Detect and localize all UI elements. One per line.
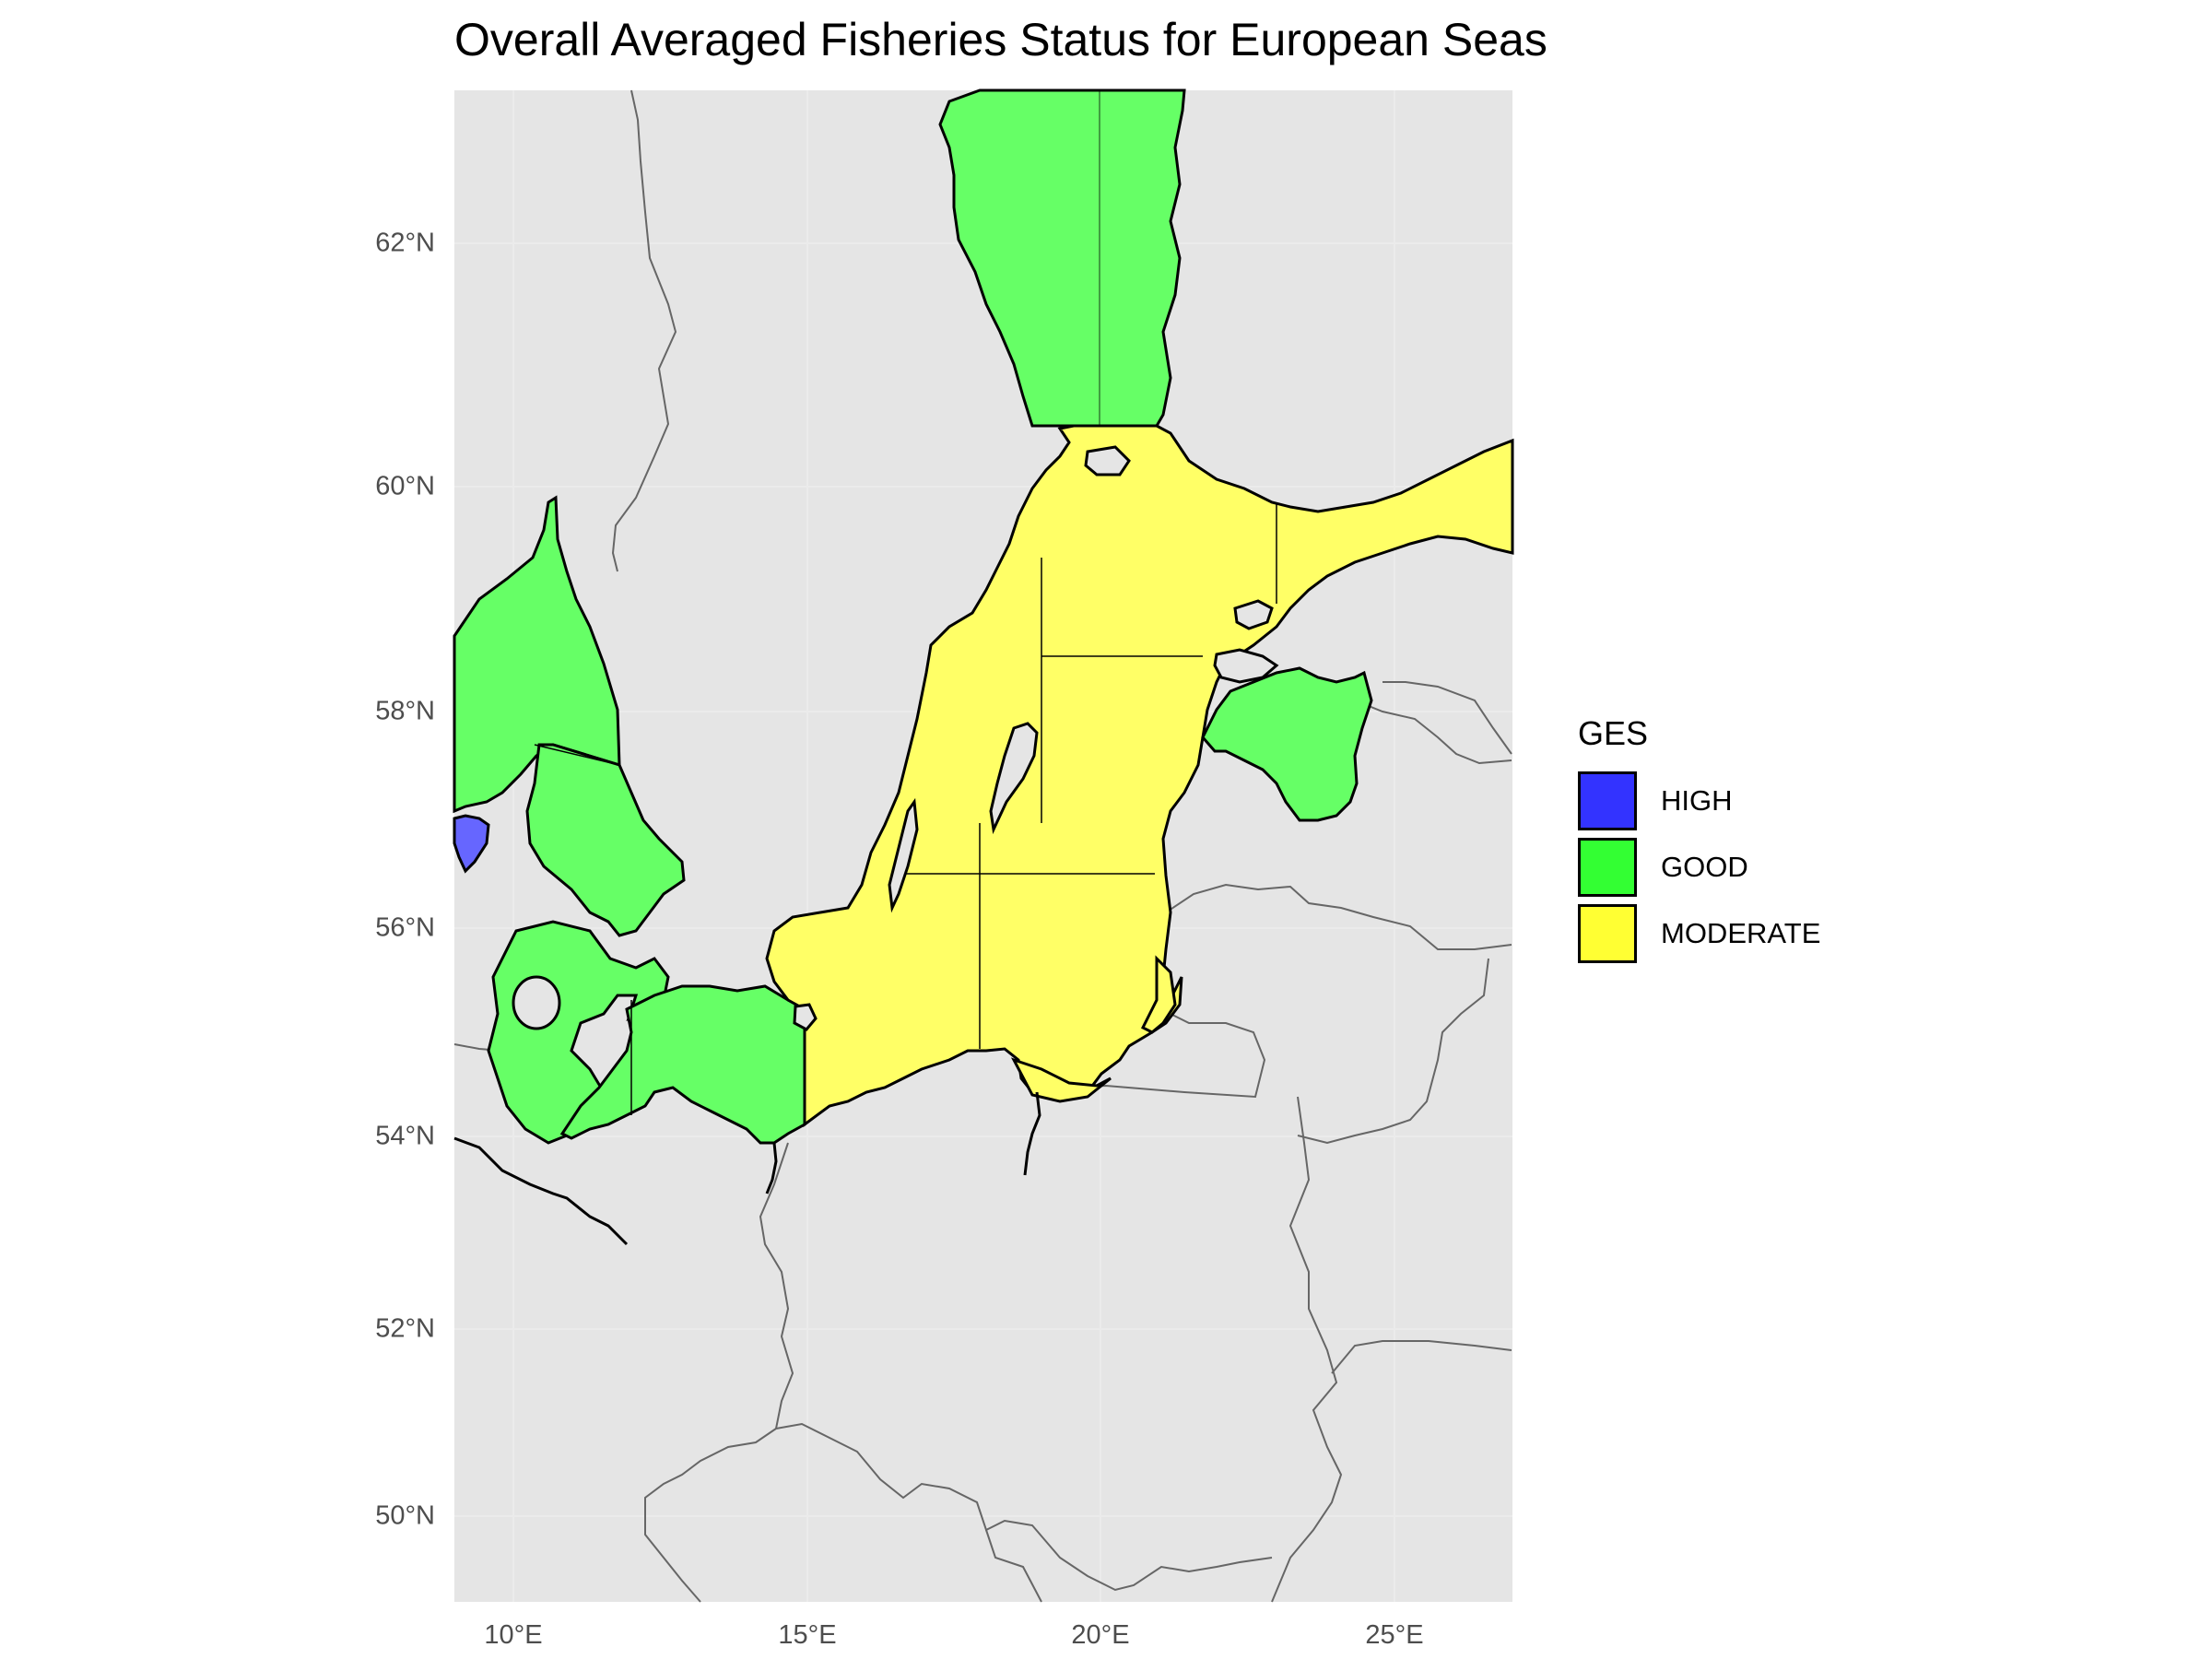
border-czech-poland bbox=[775, 1422, 1273, 1592]
country-borders bbox=[453, 89, 1512, 1603]
lat-label-62: 62°N bbox=[375, 228, 435, 258]
lat-label-56: 56°N bbox=[375, 912, 435, 943]
lat-label-50: 50°N bbox=[375, 1500, 435, 1531]
vistula-spit bbox=[1010, 1057, 1112, 1103]
region-western-baltic bbox=[559, 984, 806, 1145]
curonian-spit bbox=[1140, 955, 1177, 1034]
island-hiiumaa bbox=[1233, 599, 1274, 630]
lon-label-20: 20°E bbox=[1071, 1620, 1130, 1650]
region-bothnian-sea bbox=[938, 88, 1186, 428]
border-latvia-lithuania bbox=[1165, 883, 1512, 950]
lat-label-60: 60°N bbox=[375, 471, 435, 501]
legend-key-high bbox=[1578, 771, 1637, 830]
border-poland-belarus bbox=[1271, 1096, 1343, 1603]
border-kaliningrad bbox=[1068, 976, 1266, 1099]
border-finland-russia bbox=[1382, 681, 1512, 755]
legend-label-high: HIGH bbox=[1661, 784, 1733, 817]
legend-key-good bbox=[1578, 838, 1637, 897]
map-title: Overall Averaged Fisheries Status for Eu… bbox=[454, 14, 1547, 65]
lon-label-25: 25°E bbox=[1365, 1620, 1424, 1650]
lat-label-52: 52°N bbox=[375, 1313, 435, 1344]
border-belarus-ukraine bbox=[1331, 1340, 1512, 1374]
oder-river bbox=[765, 1142, 778, 1194]
border-germany-poland bbox=[759, 1142, 794, 1430]
lon-label-15: 15°E bbox=[778, 1620, 837, 1650]
island-oland bbox=[888, 797, 919, 913]
sub-basin-lines bbox=[534, 502, 1277, 1124]
border-lithuania-belarus bbox=[1297, 958, 1489, 1145]
border-norway-sweden bbox=[611, 89, 677, 572]
island-saaremaa bbox=[1213, 648, 1279, 684]
graticule bbox=[454, 90, 1512, 1602]
island-funen bbox=[512, 975, 561, 1030]
legend-label-good: GOOD bbox=[1661, 851, 1748, 883]
lat-label-58: 58°N bbox=[375, 696, 435, 726]
region-high-status bbox=[453, 814, 490, 874]
lat-label-54: 54°N bbox=[375, 1121, 435, 1151]
legend-key-moderate bbox=[1578, 904, 1637, 963]
legend-title: GES bbox=[1578, 714, 1649, 752]
region-skagerrak bbox=[453, 495, 621, 814]
north-sea-coast bbox=[453, 1136, 629, 1246]
legend-item-high: HIGH bbox=[1578, 768, 1820, 834]
legend-item-good: GOOD bbox=[1578, 834, 1820, 900]
legend: GES HIGH GOOD MODERATE bbox=[1578, 714, 1820, 967]
border-slovakia bbox=[985, 1529, 1042, 1603]
lon-label-10: 10°E bbox=[484, 1620, 543, 1650]
island-aland bbox=[1084, 445, 1131, 477]
region-kattegat bbox=[525, 743, 686, 937]
legend-item-moderate: MODERATE bbox=[1578, 900, 1820, 967]
border-czech bbox=[644, 1428, 777, 1603]
region-gulf-of-riga bbox=[1201, 666, 1373, 822]
island-bornholm bbox=[793, 1003, 818, 1031]
legend-label-moderate: MODERATE bbox=[1661, 917, 1821, 949]
vistula-river bbox=[1023, 1091, 1041, 1176]
border-estonia-latvia-russia bbox=[1354, 700, 1512, 765]
island-gotland bbox=[989, 722, 1039, 835]
